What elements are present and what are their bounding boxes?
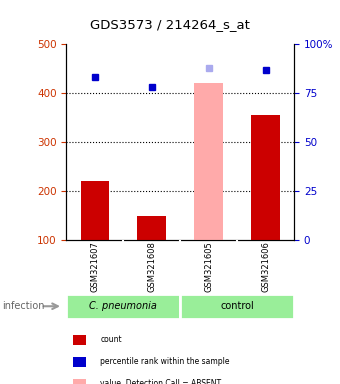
Bar bbox=[73, 335, 86, 345]
Text: GSM321608: GSM321608 bbox=[147, 242, 156, 292]
Text: GSM321606: GSM321606 bbox=[261, 242, 270, 292]
Text: GSM321605: GSM321605 bbox=[204, 242, 213, 292]
Text: GDS3573 / 214264_s_at: GDS3573 / 214264_s_at bbox=[90, 18, 250, 31]
Text: control: control bbox=[220, 301, 254, 311]
Bar bbox=[137, 217, 166, 240]
Text: C. pneumonia: C. pneumonia bbox=[89, 301, 157, 311]
Text: infection: infection bbox=[2, 301, 44, 311]
Bar bbox=[251, 115, 280, 240]
Bar bbox=[180, 294, 294, 319]
Text: value, Detection Call = ABSENT: value, Detection Call = ABSENT bbox=[100, 379, 221, 384]
Bar bbox=[73, 357, 86, 367]
Bar bbox=[66, 294, 180, 319]
Text: percentile rank within the sample: percentile rank within the sample bbox=[100, 357, 230, 366]
Bar bbox=[73, 379, 86, 384]
Bar bbox=[81, 181, 109, 240]
Text: GSM321607: GSM321607 bbox=[90, 242, 99, 292]
Bar bbox=[194, 83, 223, 240]
Text: count: count bbox=[100, 335, 122, 344]
